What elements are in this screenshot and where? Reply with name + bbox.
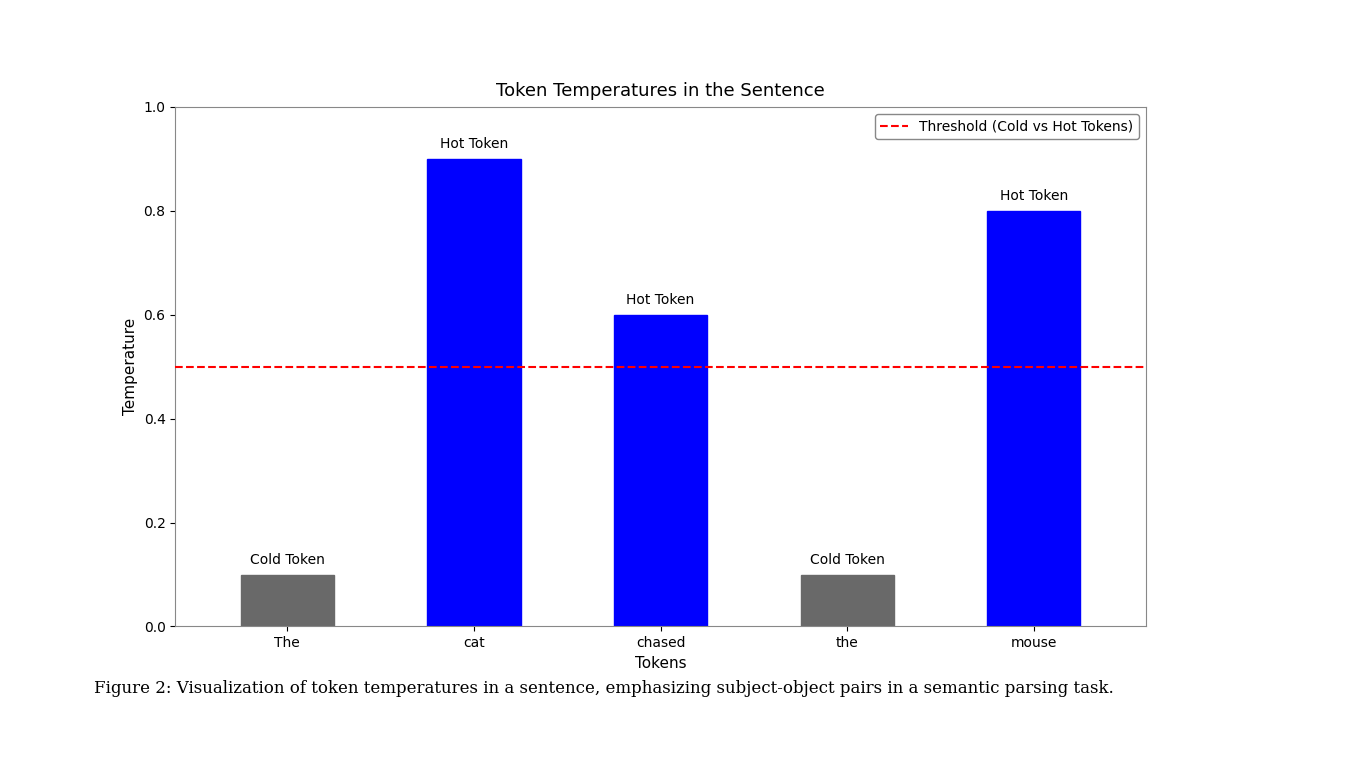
Bar: [613, 315, 708, 626]
Text: Cold Token: Cold Token: [810, 552, 884, 567]
Text: Hot Token: Hot Token: [1000, 189, 1068, 203]
Bar: [801, 575, 894, 626]
Text: Hot Token: Hot Token: [627, 293, 694, 307]
Text: Hot Token: Hot Token: [439, 137, 508, 151]
Y-axis label: Temperature: Temperature: [123, 318, 137, 416]
Bar: [987, 211, 1081, 626]
Text: Figure 2: Visualization of token temperatures in a sentence, emphasizing subject: Figure 2: Visualization of token tempera…: [94, 680, 1113, 697]
Text: Cold Token: Cold Token: [249, 552, 325, 567]
Bar: [240, 575, 334, 626]
Bar: [427, 159, 520, 626]
Title: Token Temperatures in the Sentence: Token Temperatures in the Sentence: [496, 82, 825, 100]
X-axis label: Tokens: Tokens: [635, 656, 686, 671]
Legend: Threshold (Cold vs Hot Tokens): Threshold (Cold vs Hot Tokens): [875, 114, 1139, 139]
